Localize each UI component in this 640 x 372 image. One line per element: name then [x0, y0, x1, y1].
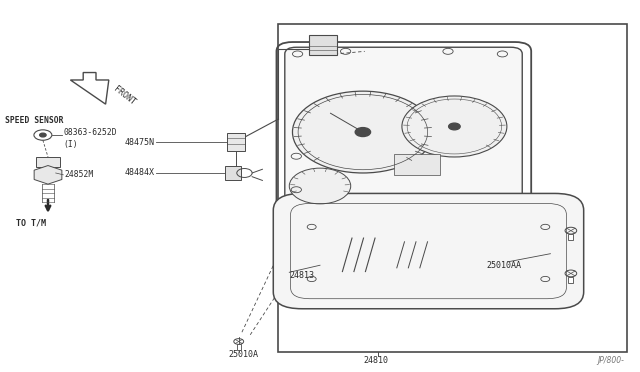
- Polygon shape: [34, 166, 62, 184]
- FancyBboxPatch shape: [273, 193, 584, 309]
- Text: 24810: 24810: [364, 356, 388, 365]
- Text: 24852M: 24852M: [64, 170, 93, 179]
- Text: FRONT: FRONT: [112, 85, 137, 107]
- Text: 08363-6252D: 08363-6252D: [63, 128, 117, 137]
- Bar: [568, 277, 573, 283]
- Bar: [309, 35, 337, 55]
- Text: 24813: 24813: [289, 271, 314, 280]
- Text: 48484X: 48484X: [125, 169, 155, 177]
- Text: TO T/M: TO T/M: [16, 219, 46, 228]
- Text: 25010A: 25010A: [228, 350, 259, 359]
- Text: (I): (I): [63, 140, 78, 149]
- Circle shape: [449, 123, 460, 130]
- Bar: [278, 24, 627, 352]
- Circle shape: [289, 168, 351, 204]
- Bar: [225, 166, 241, 180]
- Bar: [36, 157, 60, 167]
- FancyBboxPatch shape: [285, 47, 522, 224]
- Bar: [394, 154, 440, 175]
- Circle shape: [292, 91, 433, 173]
- Circle shape: [355, 128, 371, 137]
- Bar: [568, 234, 573, 240]
- Circle shape: [402, 96, 507, 157]
- Bar: [227, 133, 245, 151]
- Circle shape: [40, 133, 46, 137]
- Text: 25010AA: 25010AA: [486, 261, 522, 270]
- Text: JP/800-: JP/800-: [597, 356, 624, 365]
- Text: SPEED SENSOR: SPEED SENSOR: [5, 116, 63, 125]
- Text: 48475N: 48475N: [125, 138, 155, 147]
- Bar: [237, 344, 241, 350]
